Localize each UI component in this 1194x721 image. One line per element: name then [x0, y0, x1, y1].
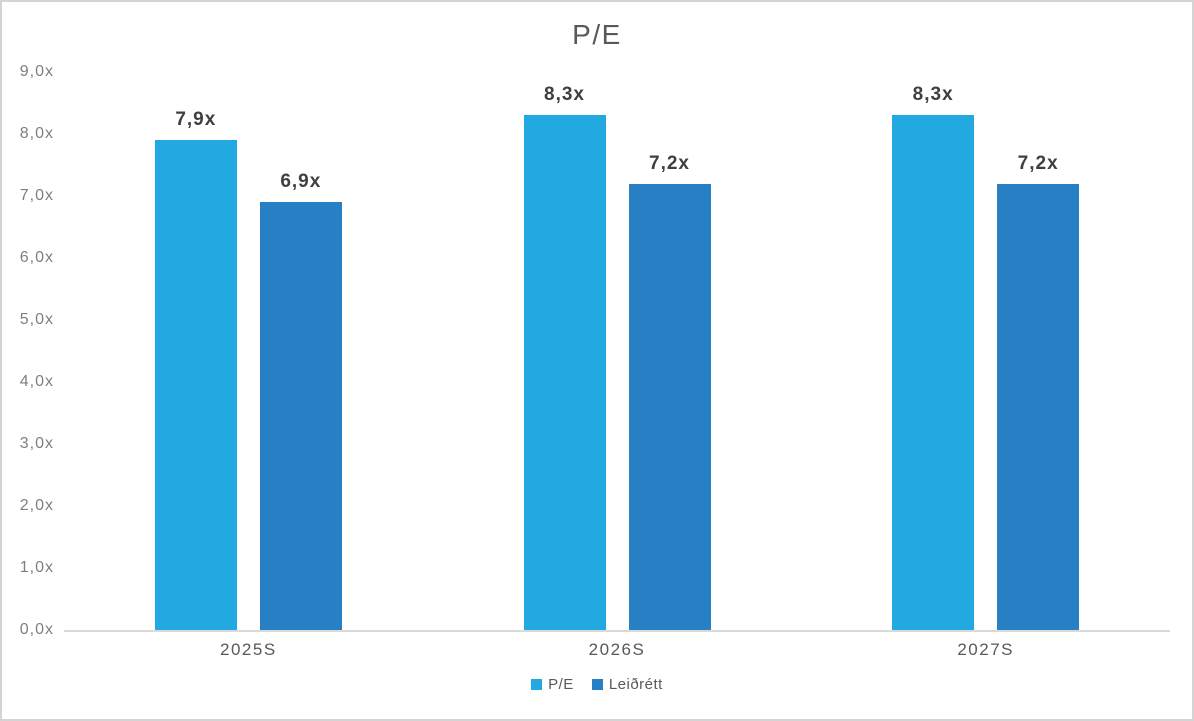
- y-tick-label: 0,0x: [19, 621, 54, 638]
- bar-p-e: 7,9x: [154, 109, 237, 630]
- legend-label: P/E: [548, 676, 574, 693]
- bar-value-label: 7,2x: [1017, 152, 1059, 174]
- y-tick-label: 5,0x: [19, 311, 54, 328]
- bar-value-label: 6,9x: [280, 171, 322, 193]
- y-tick-label: 6,0x: [19, 249, 54, 266]
- bar-value-label: 7,2x: [649, 152, 690, 174]
- bar-lei-r-tt: 7,2x: [997, 153, 1080, 630]
- plot-area: 7,9x 6,9x 8,3x 7,2x 8,3x 7,2x: [64, 72, 1170, 632]
- y-tick-label: 1,0x: [19, 559, 54, 576]
- y-tick-label: 8,0x: [19, 125, 54, 142]
- y-axis: 0,0x 1,0x 2,0x 3,0x 4,0x 5,0x 6,0x 7,0x 8,0x 9,0x: [2, 63, 54, 638]
- bar-value-label: 8,3x: [544, 84, 585, 106]
- x-axis: 2025S 2026S 2027S: [64, 640, 1170, 660]
- y-tick-label: 7,0x: [19, 187, 54, 204]
- bar-p-e: 8,3x: [523, 84, 606, 630]
- bar-group-2025s: 7,9x 6,9x: [64, 72, 433, 630]
- y-tick-label: 2,0x: [19, 497, 54, 514]
- legend-item-p-e: P/E: [531, 676, 574, 693]
- bar-group-2027s: 8,3x 7,2x: [801, 72, 1170, 630]
- x-category-label: 2025S: [220, 640, 277, 659]
- legend-item-lei-r-tt: Leiðrétt: [591, 676, 663, 693]
- legend-swatch-icon: [591, 679, 603, 690]
- bar-value-label: 7,9x: [175, 109, 217, 131]
- bar-p-e: 8,3x: [892, 84, 975, 630]
- legend-swatch-icon: [531, 679, 543, 690]
- x-category-label: 2027S: [957, 640, 1015, 659]
- bar-group-2026s: 8,3x 7,2x: [433, 72, 802, 630]
- legend: P/E Leiðrétt: [2, 676, 1192, 693]
- bar-lei-r-tt: 6,9x: [259, 171, 342, 630]
- y-tick-label: 9,0x: [19, 63, 54, 80]
- y-tick-label: 3,0x: [19, 435, 54, 452]
- y-tick-label: 4,0x: [19, 373, 54, 390]
- chart-title: P/E: [572, 19, 622, 50]
- legend-label: Leiðrétt: [608, 676, 663, 693]
- bar-value-label: 8,3x: [912, 84, 954, 106]
- x-category-label: 2026S: [588, 640, 646, 659]
- bar-lei-r-tt: 7,2x: [628, 153, 711, 630]
